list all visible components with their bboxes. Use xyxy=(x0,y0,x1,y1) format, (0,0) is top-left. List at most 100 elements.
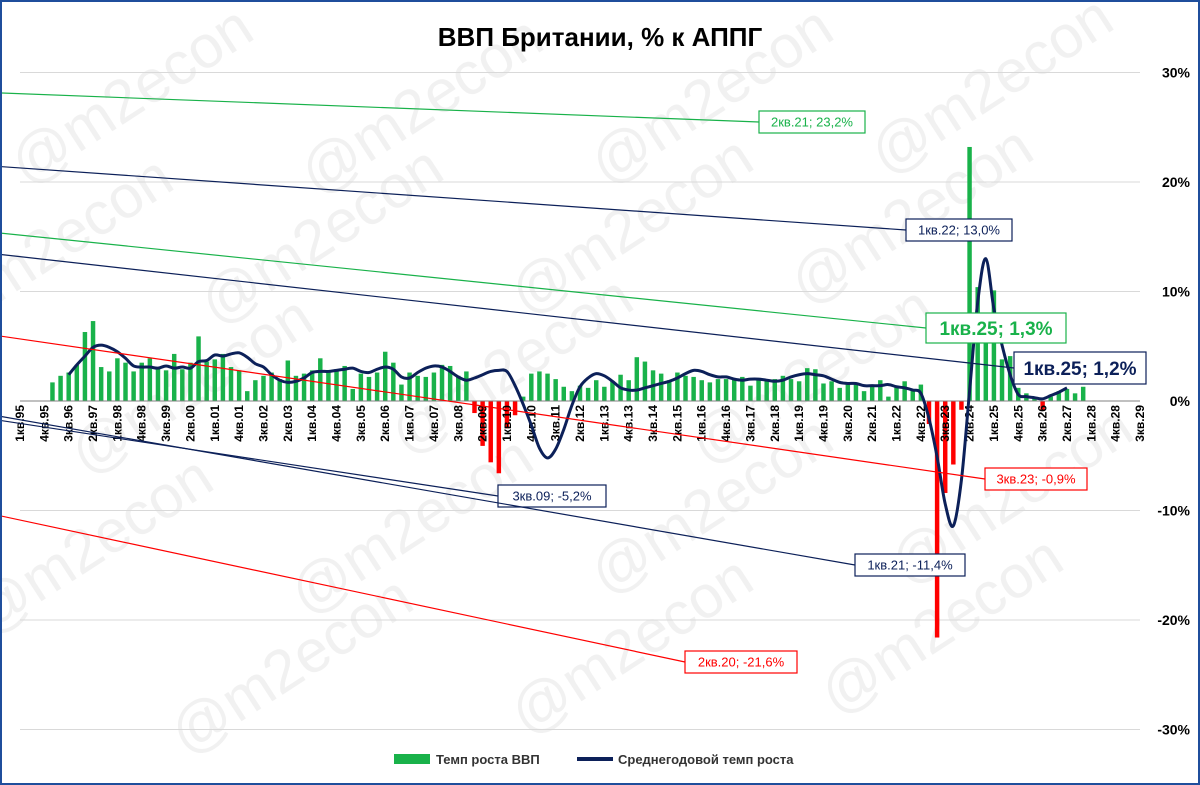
gdp-bar xyxy=(50,382,55,401)
gdp-bar xyxy=(269,372,274,401)
gdp-bar xyxy=(715,379,721,401)
x-tick-label: 4кв.22 xyxy=(914,405,928,442)
gdp-bar xyxy=(983,324,989,401)
x-tick-label: 1кв.07 xyxy=(403,405,417,442)
gdp-bar xyxy=(399,384,404,401)
legend-label-bar: Темп роста ВВП xyxy=(436,752,540,767)
gdp-bar xyxy=(634,357,640,401)
y-tick-label: -10% xyxy=(1157,503,1190,519)
gdp-bar xyxy=(374,372,380,401)
y-tick-label: 0% xyxy=(1170,393,1191,409)
gdp-bar xyxy=(861,391,867,401)
gdp-bar xyxy=(301,373,307,401)
gdp-bar xyxy=(391,362,396,401)
x-tick-label: 3кв.99 xyxy=(159,405,173,442)
annotation-label: 3кв.23; -0,9% xyxy=(996,472,1076,487)
x-tick-label: 1кв.16 xyxy=(695,405,709,442)
x-tick-label: 1кв.19 xyxy=(792,405,806,442)
annotation-label: 1кв.25; 1,2% xyxy=(1023,359,1136,380)
gdp-bar xyxy=(293,375,299,401)
gdp-bar xyxy=(309,370,315,401)
gdp-bar xyxy=(520,396,526,401)
x-tick-label: 2кв.09 xyxy=(476,405,490,442)
gdp-bar xyxy=(683,375,688,401)
gdp-bar xyxy=(245,391,250,401)
grid-layer: 30% 20% 10% 0% -10% -20% -30% xyxy=(20,65,1191,738)
gdp-bar xyxy=(407,372,412,401)
gdp-bar xyxy=(999,359,1005,401)
x-tick-label: 3кв.26 xyxy=(1036,405,1050,442)
x-tick-label: 1кв.22 xyxy=(890,405,904,442)
x-tick-label: 4кв.28 xyxy=(1109,405,1123,442)
gdp-bar xyxy=(439,364,445,401)
x-tick-label: 1кв.10 xyxy=(500,405,514,442)
x-tick-label: 2кв.18 xyxy=(768,405,782,442)
gdp-bar xyxy=(553,379,558,401)
annotation-box xyxy=(905,218,1013,242)
annotation-leader xyxy=(2,232,927,329)
x-tick-label: 2кв.15 xyxy=(670,405,684,442)
gdp-bar xyxy=(967,146,972,401)
chart-title: ВВП Британии, % к АППГ xyxy=(438,22,763,52)
annotation-box xyxy=(984,467,1088,491)
annotation-label: 2кв.21; 23,2% xyxy=(771,115,853,130)
gdp-bar xyxy=(74,364,80,401)
gdp-bar xyxy=(488,401,493,463)
y-tick-label: 30% xyxy=(1162,65,1191,81)
gdp-bar xyxy=(675,372,680,401)
x-tick-label: 4кв.04 xyxy=(330,405,344,442)
gdp-bar xyxy=(220,353,226,401)
gdp-bar xyxy=(894,385,899,401)
x-tick-label: 4кв.16 xyxy=(719,405,733,442)
gdp-bar xyxy=(585,387,591,401)
x-tick-label: 3кв.02 xyxy=(256,405,270,442)
gdp-bar xyxy=(764,381,769,401)
gdp-bar xyxy=(788,379,794,401)
gdp-bar xyxy=(902,381,907,401)
gdp-bar xyxy=(561,386,566,401)
gdp-bar xyxy=(512,401,518,416)
average-growth-line xyxy=(67,257,1068,529)
gdp-bar xyxy=(1048,396,1053,401)
gdp-bar xyxy=(66,372,71,401)
x-tick-label: 3кв.14 xyxy=(646,405,660,442)
gdp-bar xyxy=(147,358,153,401)
gdp-bar xyxy=(707,382,713,401)
annotation-leader xyxy=(2,166,907,231)
gdp-bar xyxy=(358,373,364,401)
gdp-bar xyxy=(1072,393,1078,401)
gdp-bar xyxy=(878,380,883,401)
gdp-bar xyxy=(163,370,169,401)
gdp-bar xyxy=(813,369,818,401)
gdp-bar xyxy=(602,386,607,401)
gdp-bar xyxy=(756,379,761,401)
gdp-bar xyxy=(667,380,672,401)
gdp-bar xyxy=(204,361,209,401)
annotation-box xyxy=(758,110,866,134)
gdp-bar xyxy=(431,372,437,401)
x-tick-label: 1кв.04 xyxy=(305,405,319,442)
annotation-leader xyxy=(2,335,986,480)
x-tick-label: 4кв.19 xyxy=(816,405,830,442)
annotation-box xyxy=(854,553,966,577)
gdp-bar xyxy=(196,336,201,401)
x-tick-label: 1кв.01 xyxy=(208,405,222,442)
gdp-bar xyxy=(658,373,664,401)
gdp-bar xyxy=(415,375,420,401)
x-tick-label: 3кв.05 xyxy=(354,405,368,442)
gdp-bar xyxy=(845,384,851,401)
x-tick-label: 2кв.97 xyxy=(86,405,100,442)
gdp-bar xyxy=(926,401,932,424)
gdp-bar xyxy=(545,373,550,401)
gdp-bar xyxy=(350,388,355,401)
x-tick-label: 2кв.00 xyxy=(183,405,197,442)
x-axis: 1кв.954кв.953кв.962кв.971кв.984кв.983кв.… xyxy=(13,400,1147,442)
annotation-leader xyxy=(2,254,1015,369)
x-tick-label: 4кв.01 xyxy=(232,405,246,442)
gdp-bar xyxy=(780,375,786,401)
x-tick-label: 4кв.13 xyxy=(622,405,636,442)
gdp-bar xyxy=(188,362,193,401)
gdp-bar xyxy=(886,396,891,401)
